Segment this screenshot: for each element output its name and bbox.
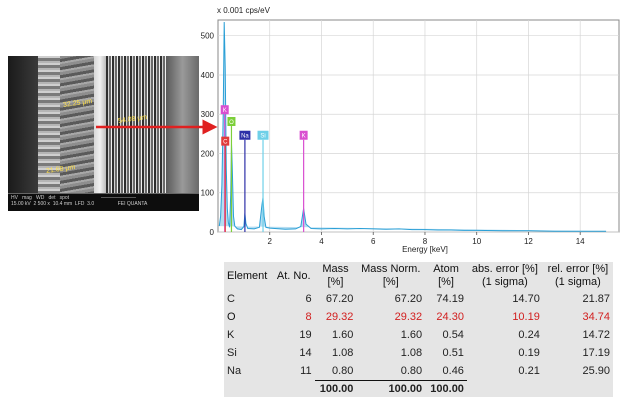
cell-blank bbox=[224, 381, 273, 398]
cell-mass-norm: 0.80 bbox=[400, 365, 423, 377]
peak-marker-box bbox=[299, 130, 308, 140]
header-mass-norm: Mass Norm. [%] bbox=[361, 263, 421, 288]
x-tick-label: 12 bbox=[524, 237, 533, 246]
cell-rel-error: 34.74 bbox=[582, 311, 610, 323]
table-total-row: 100.00 100.00 100.00 bbox=[224, 380, 613, 398]
peak-marker-label: Si bbox=[260, 134, 265, 140]
y-tick-label: 300 bbox=[201, 110, 215, 119]
cell-atom: 0.54 bbox=[442, 329, 464, 341]
table-row: C 6 67.20 67.20 74.19 14.70 21.87 bbox=[224, 290, 613, 308]
cell-mass-norm: 67.20 bbox=[394, 293, 423, 305]
cell-abs-error: 14.70 bbox=[512, 293, 540, 305]
y-unit-label: x 0.001 cps/eV bbox=[217, 6, 271, 15]
cell-mass: 1.60 bbox=[331, 329, 354, 341]
y-tick-label: 400 bbox=[201, 71, 215, 80]
header-atom: Atom [%] bbox=[433, 263, 459, 288]
cell-rel-error: 21.87 bbox=[582, 293, 610, 305]
cell-blank bbox=[273, 381, 315, 398]
cell-abs-error: 0.24 bbox=[518, 329, 540, 341]
y-tick-label: 0 bbox=[210, 228, 215, 237]
quantification-table: Element At. No. Mass [%] Mass Norm. [%] At… bbox=[224, 262, 613, 397]
cell-element: Na bbox=[227, 365, 242, 378]
cell-element: K bbox=[227, 329, 235, 341]
cell-mass: 0.80 bbox=[331, 365, 354, 377]
table-row: Na 11 0.80 0.80 0.46 0.21 25.90 bbox=[224, 362, 613, 381]
cell-element: O bbox=[227, 311, 236, 323]
cell-rel-error: 17.19 bbox=[582, 347, 610, 359]
peak-marker-box bbox=[221, 136, 230, 146]
peak-marker-box bbox=[257, 130, 269, 140]
cell-rel-error: 25.90 bbox=[582, 365, 610, 378]
cell-mass: 1.08 bbox=[331, 347, 354, 359]
header-rel-error: rel. error [%] (1 sigma) bbox=[547, 263, 609, 288]
peak-marker-label: O bbox=[229, 120, 234, 126]
table-row: O 8 29.32 29.32 24.30 10.19 34.74 bbox=[224, 308, 613, 326]
peak-marker-label: Na bbox=[241, 134, 249, 140]
cell-rel-error: 14.72 bbox=[582, 329, 610, 341]
spectrum-line bbox=[218, 21, 607, 232]
cell-atom: 24.30 bbox=[436, 311, 464, 323]
cell-mass-norm: 1.08 bbox=[400, 347, 423, 359]
cell-atom: 74.19 bbox=[436, 293, 464, 305]
cell-mass-norm: 29.32 bbox=[394, 311, 423, 323]
eds-spectrum-chart: 0 100 200 300 400 500 2 4 6 8 10 12 14 K C O Na Si K x 0… bbox=[201, 6, 620, 254]
x-axis-label: Energy [keV] bbox=[402, 245, 448, 254]
cell-mass-norm: 1.60 bbox=[400, 329, 423, 341]
cell-abs-error: 0.19 bbox=[518, 347, 540, 359]
header-at-no: At. No. bbox=[276, 269, 311, 282]
grid bbox=[218, 20, 619, 233]
x-tick-label: 10 bbox=[472, 237, 481, 246]
cell-at-no: 14 bbox=[299, 347, 312, 359]
cell-element: C bbox=[227, 293, 235, 305]
cell-blank bbox=[467, 381, 543, 398]
cell-total-atom: 100.00 bbox=[425, 380, 467, 397]
plot-area bbox=[217, 19, 620, 233]
y-tick-label: 100 bbox=[201, 189, 215, 198]
cell-blank bbox=[543, 381, 613, 398]
x-tick-label: 4 bbox=[319, 237, 324, 246]
cell-abs-error: 10.19 bbox=[512, 311, 540, 323]
table-row: Si 14 1.08 1.08 0.51 0.19 17.19 bbox=[224, 344, 613, 362]
cell-mass: 67.20 bbox=[325, 293, 354, 305]
sem-micrograph: 32.25 µm 54.08 µm 21.68 µm HV mag WD det… bbox=[8, 56, 199, 211]
peak-marker-box bbox=[239, 130, 251, 140]
cell-total-mass-norm: 100.00 bbox=[356, 380, 426, 397]
y-tick-label: 500 bbox=[201, 32, 215, 41]
cell-abs-error: 0.21 bbox=[518, 365, 540, 378]
peak-marker-box bbox=[220, 105, 229, 115]
cell-at-no: 19 bbox=[299, 329, 312, 341]
cell-at-no: 8 bbox=[305, 311, 312, 323]
cell-element: Si bbox=[227, 347, 237, 359]
peak-marker-label: K bbox=[223, 108, 227, 114]
cell-total-mass: 100.00 bbox=[314, 380, 357, 397]
x-tick-label: 2 bbox=[268, 237, 273, 246]
peak-marker-box bbox=[227, 117, 236, 126]
sem-info-bar: HV mag WD det spot ——————— 15.00 kV 2 50… bbox=[8, 193, 199, 211]
x-tick-label: 8 bbox=[423, 237, 428, 246]
table-header-row: Element At. No. Mass [%] Mass Norm. [%] At… bbox=[224, 262, 613, 290]
x-axis-ticks: 2 4 6 8 10 12 14 bbox=[268, 232, 585, 246]
header-abs-error: abs. error [%] (1 sigma) bbox=[471, 263, 538, 288]
spectrum-series bbox=[218, 21, 607, 232]
cell-at-no: 6 bbox=[305, 293, 312, 305]
cell-atom: 0.51 bbox=[442, 347, 464, 359]
y-axis-ticks: 0 100 200 300 400 500 bbox=[201, 32, 215, 237]
peak-marker-label: K bbox=[302, 134, 306, 140]
peak-markers: K C O Na Si K bbox=[220, 105, 308, 232]
x-tick-label: 14 bbox=[576, 237, 585, 246]
peak-marker-label: C bbox=[223, 140, 228, 146]
cell-atom: 0.46 bbox=[442, 365, 464, 377]
header-mass: Mass [%] bbox=[322, 263, 349, 288]
table-row: K 19 1.60 1.60 0.54 0.24 14.72 bbox=[224, 326, 613, 344]
header-element: Element bbox=[227, 269, 268, 282]
cell-at-no: 11 bbox=[300, 365, 312, 378]
cell-mass: 29.32 bbox=[325, 311, 354, 323]
x-tick-label: 6 bbox=[371, 237, 376, 246]
y-tick-label: 200 bbox=[201, 149, 215, 158]
